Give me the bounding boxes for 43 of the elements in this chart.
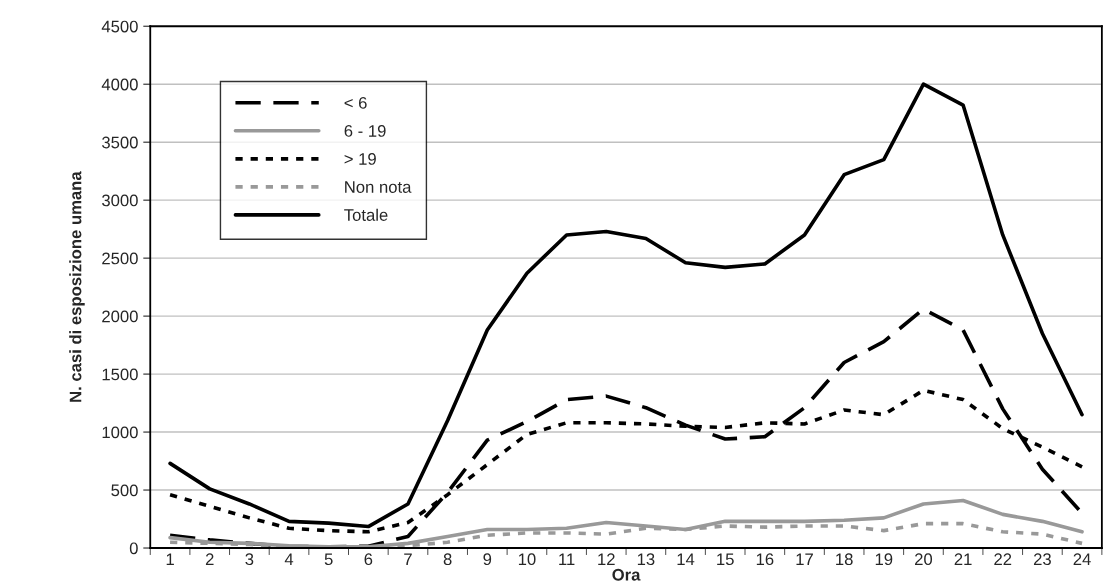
y-tick-label: 0 bbox=[129, 542, 138, 555]
x-tick-label: 9 bbox=[483, 553, 492, 566]
x-tick-label: 17 bbox=[796, 553, 813, 565]
legend-label: 6 - 19 bbox=[344, 125, 386, 137]
x-tick-label: 1 bbox=[166, 553, 174, 565]
y-tick-label: 2000 bbox=[102, 310, 138, 323]
x-tick-label: 21 bbox=[954, 553, 972, 565]
x-tick-label: 6 bbox=[364, 553, 373, 566]
x-tick-label: 24 bbox=[1073, 553, 1091, 565]
y-tick-label: 1000 bbox=[102, 426, 138, 439]
x-axis-title: Ora bbox=[612, 568, 641, 581]
legend-label: > 19 bbox=[344, 153, 376, 165]
x-tick-label: 7 bbox=[404, 553, 412, 565]
x-tick-label: 15 bbox=[717, 553, 734, 566]
y-tick-label: 1500 bbox=[102, 368, 138, 381]
y-tick-label: 4000 bbox=[101, 78, 138, 91]
y-tick-label: 3000 bbox=[102, 194, 138, 207]
legend-label: < 6 bbox=[344, 96, 367, 109]
x-tick-label: 20 bbox=[915, 553, 933, 566]
line-series bbox=[168, 82, 1084, 529]
y-axis-title: N. casi di esposizione umana bbox=[69, 171, 85, 402]
x-tick-label: 10 bbox=[518, 553, 536, 566]
legend-label: Totale bbox=[344, 208, 388, 221]
x-tick-label: 23 bbox=[1033, 553, 1051, 566]
y-tick-label: 500 bbox=[111, 484, 138, 497]
legend-label: Non nota bbox=[345, 181, 412, 193]
x-tick-label: 11 bbox=[559, 553, 575, 565]
x-tick-label: 19 bbox=[875, 553, 893, 566]
x-tick-label: 22 bbox=[994, 553, 1012, 565]
x-tick-label: 2 bbox=[205, 553, 214, 565]
x-tick-label: 3 bbox=[245, 553, 254, 566]
y-tick-label: 3500 bbox=[102, 136, 138, 149]
x-tick-label: 5 bbox=[324, 553, 333, 566]
x-tick-label: 14 bbox=[677, 553, 695, 565]
x-tick-label: 18 bbox=[836, 553, 853, 566]
y-tick-label: 2500 bbox=[102, 252, 138, 265]
x-tick-label: 16 bbox=[756, 553, 774, 566]
x-tick-label: 12 bbox=[598, 553, 615, 565]
line-series bbox=[168, 498, 1084, 549]
y-tick-label: 4500 bbox=[101, 20, 138, 33]
x-tick-label: 4 bbox=[284, 553, 294, 565]
x-tick-label: 13 bbox=[637, 553, 655, 566]
x-tick-label: 8 bbox=[443, 553, 452, 566]
